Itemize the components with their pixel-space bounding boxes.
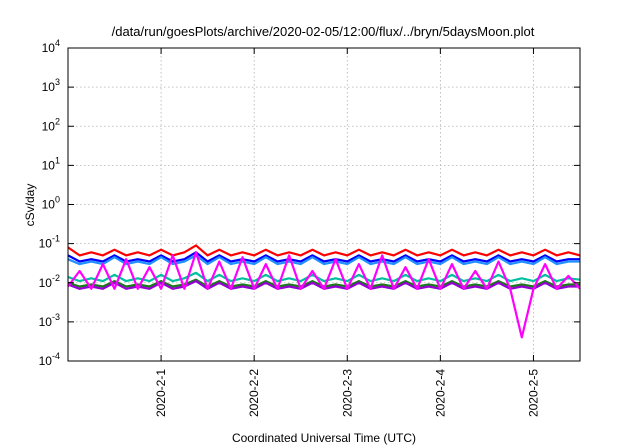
y-tick-label: 103 bbox=[42, 77, 60, 94]
y-tick-label: 102 bbox=[42, 116, 60, 133]
x-axis: 2020-2-1 2020-2-2 2020-2-3 2020-2-4 2020-2-5 bbox=[154, 48, 540, 417]
x-tick-label: 2020-2-1 bbox=[154, 369, 168, 417]
y-tick-label: 10-4 bbox=[39, 351, 60, 368]
series-line bbox=[67, 251, 580, 263]
x-tick-label: 2020-2-2 bbox=[247, 369, 261, 417]
grid bbox=[68, 48, 580, 361]
x-tick-label: 2020-2-4 bbox=[433, 369, 447, 417]
series-line bbox=[67, 244, 581, 257]
series-group bbox=[67, 244, 581, 339]
series-line bbox=[67, 251, 581, 339]
chart-title: /data/run/goesPlots/archive/2020-02-05/1… bbox=[112, 24, 535, 39]
y-tick-label: 10-3 bbox=[39, 312, 60, 329]
y-tick-label: 100 bbox=[42, 195, 60, 212]
x-axis-label: Coordinated Universal Time (UTC) bbox=[232, 431, 416, 445]
y-tick-label: 10-2 bbox=[39, 273, 60, 290]
series-line bbox=[67, 254, 580, 266]
x-tick-label: 2020-2-5 bbox=[526, 369, 540, 417]
x-tick-label: 2020-2-3 bbox=[340, 369, 354, 417]
y-tick-label: 104 bbox=[42, 38, 60, 55]
y-tick-label: 10-1 bbox=[39, 234, 60, 251]
y-axis-label: cSv/day bbox=[23, 184, 37, 227]
series-line bbox=[67, 271, 581, 283]
y-axis: 10-4 10-3 10-2 10-1 100 101 102 103 104 bbox=[39, 38, 580, 368]
y-tick-label: 101 bbox=[42, 155, 60, 172]
